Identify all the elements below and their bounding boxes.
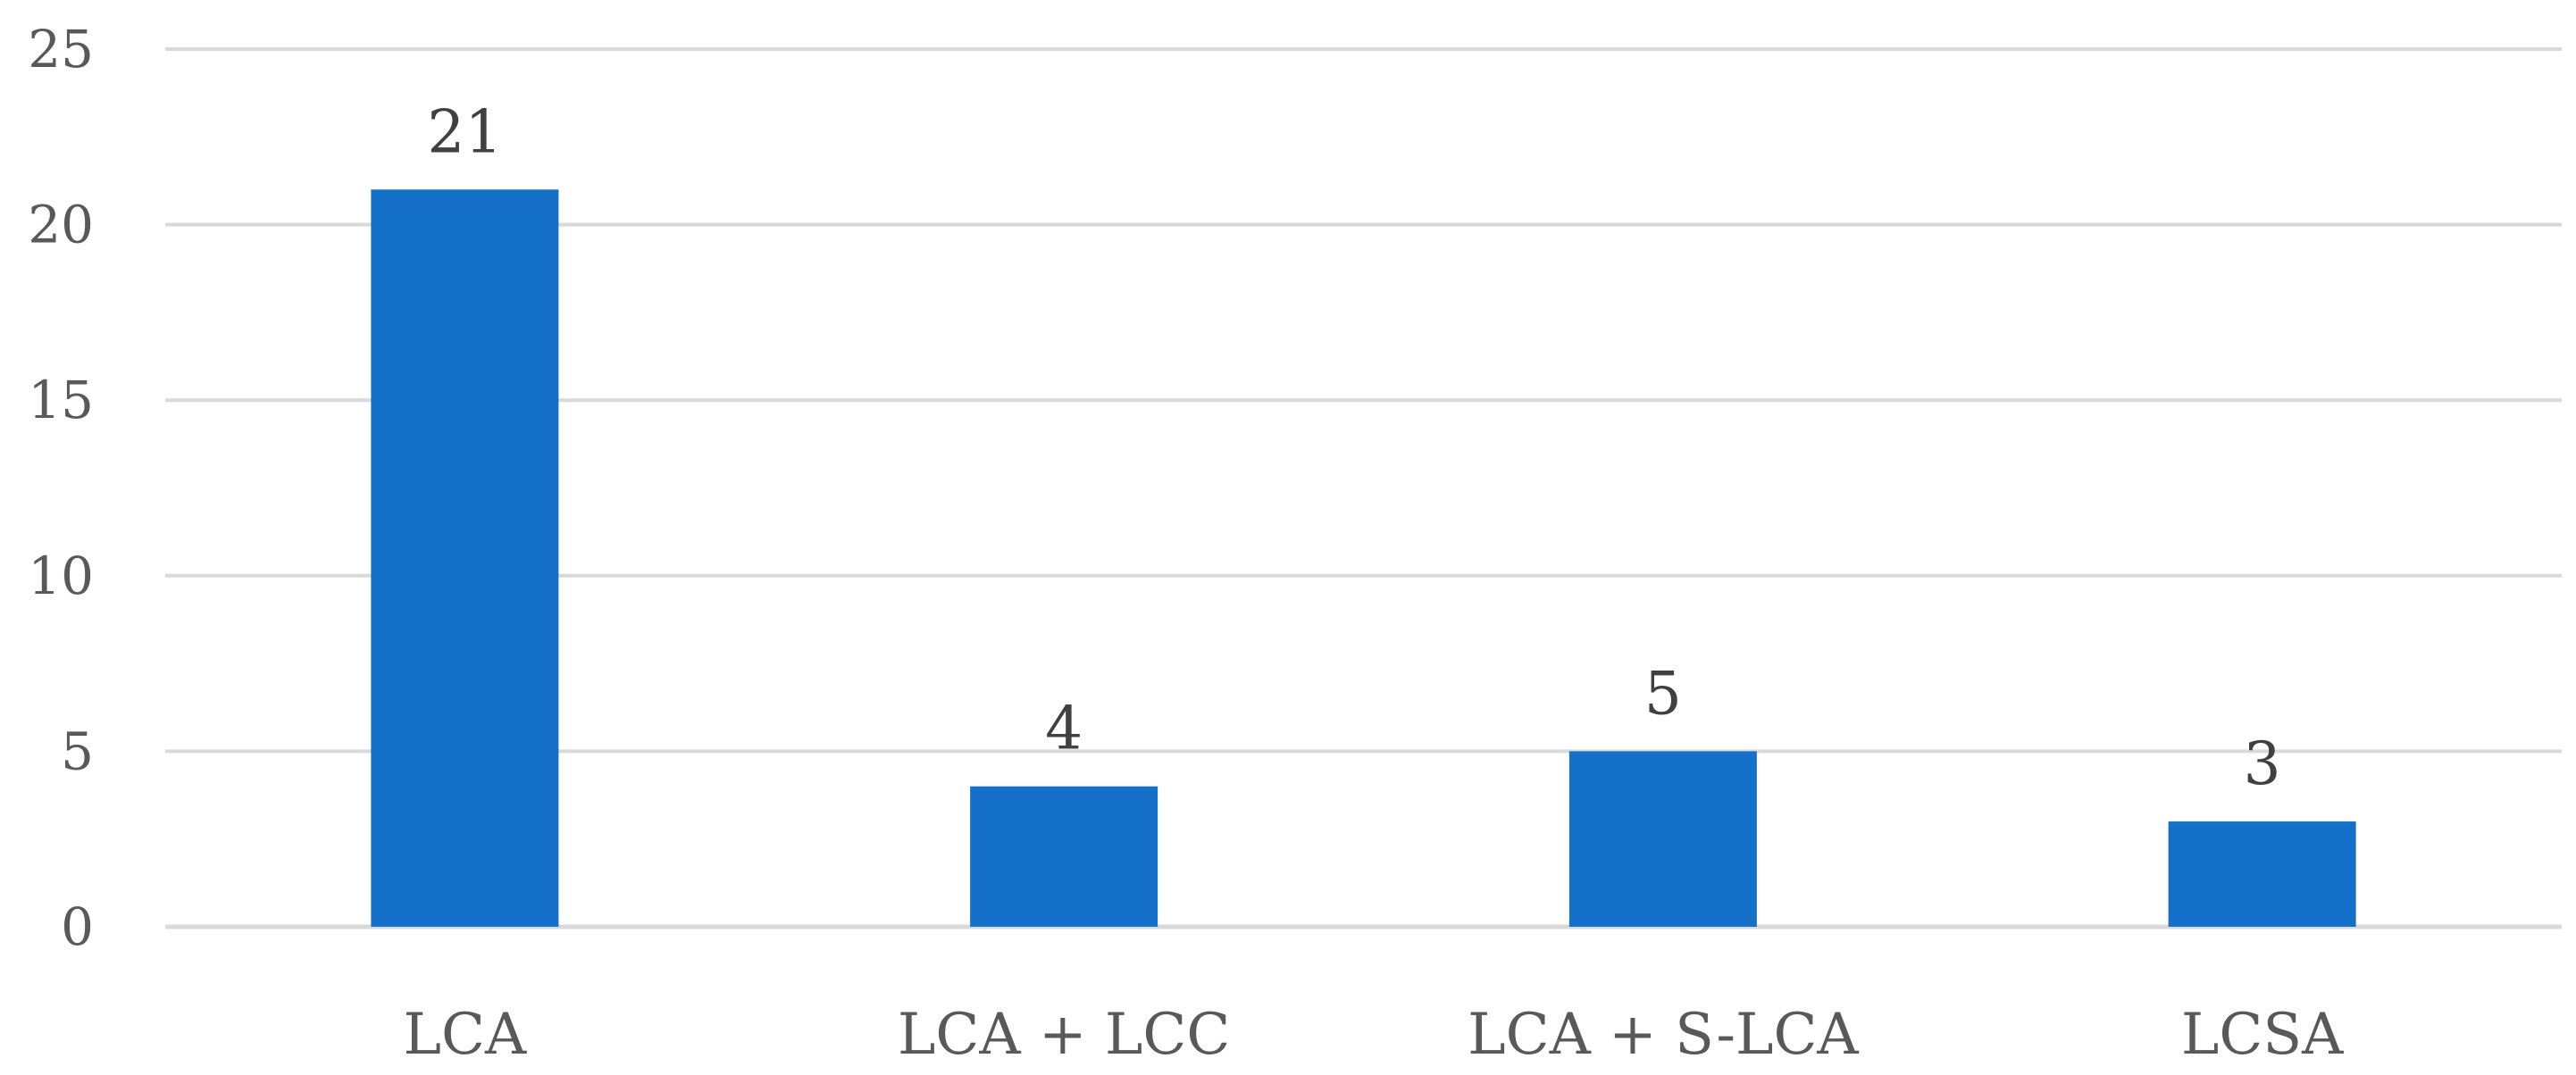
bar bbox=[1568, 751, 1757, 927]
x-category-label: LCA + S-LCA bbox=[1468, 1002, 1859, 1068]
y-tick-label: 0 bbox=[61, 896, 94, 957]
data-label: 3 bbox=[2244, 729, 2281, 798]
bars bbox=[371, 189, 2356, 927]
data-label: 5 bbox=[1644, 659, 1682, 728]
bar bbox=[371, 189, 559, 927]
bar bbox=[2168, 821, 2356, 927]
y-tick-label: 25 bbox=[28, 19, 94, 79]
y-tick-label: 5 bbox=[61, 721, 94, 781]
bar bbox=[970, 786, 1158, 927]
x-category-label: LCSA bbox=[2181, 1002, 2344, 1068]
y-tick-label: 20 bbox=[28, 195, 94, 255]
x-category-label: LCA + LCC bbox=[898, 1002, 1230, 1068]
grid-layer bbox=[165, 47, 2562, 929]
y-axis-ticks: 0 5 10 15 20 25 bbox=[28, 19, 94, 957]
x-category-label: LCA bbox=[404, 1002, 527, 1068]
y-tick-label: 15 bbox=[28, 370, 94, 430]
data-label: 4 bbox=[1045, 695, 1083, 763]
data-label: 21 bbox=[427, 97, 502, 166]
y-tick-label: 10 bbox=[28, 546, 94, 606]
x-axis-categories: LCA LCA + LCC LCA + S-LCA LCSA bbox=[404, 1002, 2345, 1068]
data-labels: 21 4 5 3 bbox=[427, 97, 2280, 798]
